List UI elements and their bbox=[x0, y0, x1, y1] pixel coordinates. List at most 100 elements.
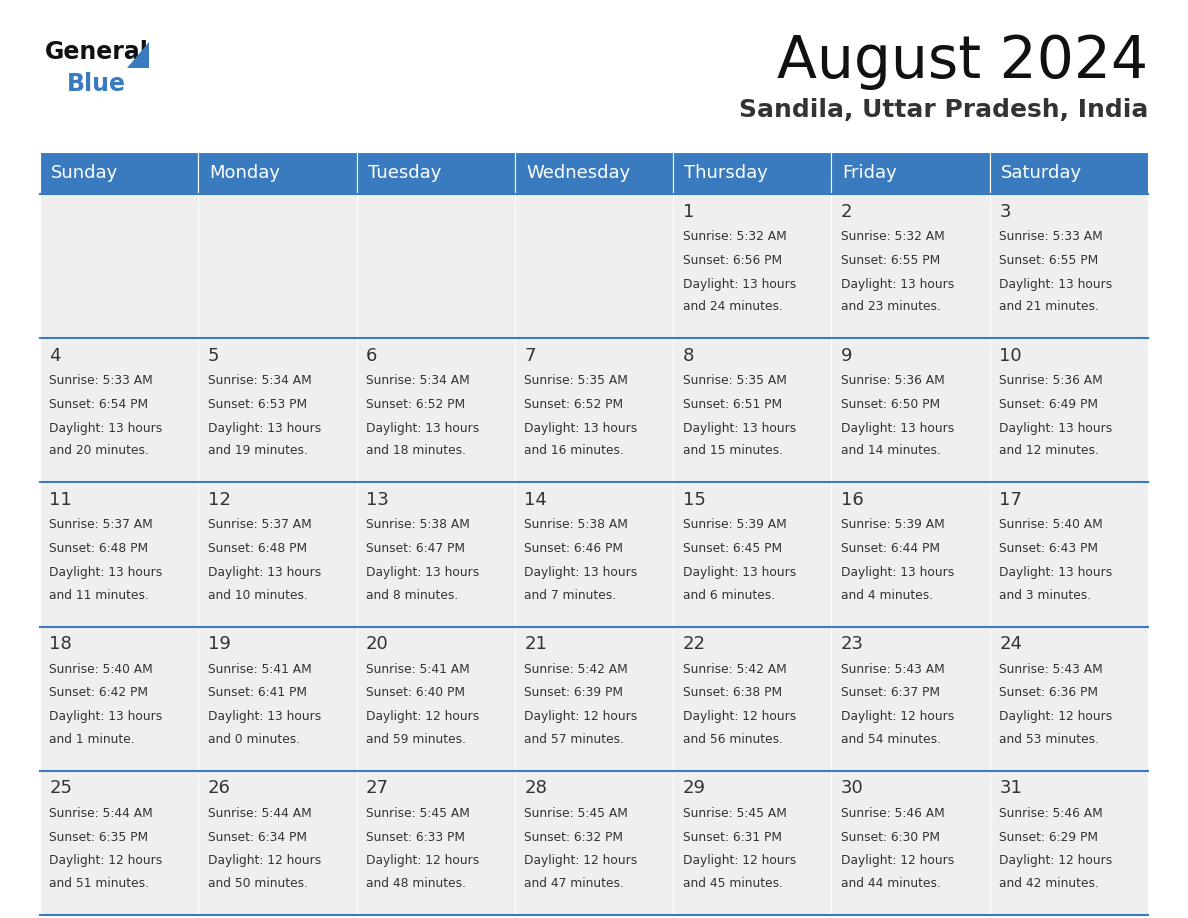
Bar bbox=[356, 482, 514, 627]
Text: Daylight: 13 hours: Daylight: 13 hours bbox=[683, 566, 796, 579]
Text: Daylight: 12 hours: Daylight: 12 hours bbox=[208, 855, 321, 868]
Text: 30: 30 bbox=[841, 779, 864, 798]
Text: Sunrise: 5:33 AM: Sunrise: 5:33 AM bbox=[50, 375, 153, 387]
Text: Sunset: 6:48 PM: Sunset: 6:48 PM bbox=[50, 543, 148, 555]
Text: Sunset: 6:55 PM: Sunset: 6:55 PM bbox=[999, 253, 1099, 267]
Text: and 0 minutes.: and 0 minutes. bbox=[208, 733, 299, 745]
Text: and 10 minutes.: and 10 minutes. bbox=[208, 588, 308, 601]
Text: Sunrise: 5:45 AM: Sunrise: 5:45 AM bbox=[683, 807, 786, 820]
Bar bbox=[832, 338, 990, 482]
Text: Sunrise: 5:32 AM: Sunrise: 5:32 AM bbox=[683, 230, 786, 243]
Text: 21: 21 bbox=[524, 635, 548, 654]
Bar bbox=[356, 152, 514, 194]
Text: and 11 minutes.: and 11 minutes. bbox=[50, 588, 150, 601]
Text: Sunset: 6:50 PM: Sunset: 6:50 PM bbox=[841, 398, 940, 411]
Text: Sunset: 6:52 PM: Sunset: 6:52 PM bbox=[366, 398, 466, 411]
Bar bbox=[674, 152, 832, 194]
Text: Daylight: 13 hours: Daylight: 13 hours bbox=[999, 421, 1112, 435]
Text: Sunset: 6:49 PM: Sunset: 6:49 PM bbox=[999, 398, 1098, 411]
Bar bbox=[198, 627, 356, 771]
Text: 6: 6 bbox=[366, 347, 378, 364]
Polygon shape bbox=[127, 42, 148, 68]
Text: Daylight: 13 hours: Daylight: 13 hours bbox=[841, 421, 954, 435]
Text: Sunset: 6:52 PM: Sunset: 6:52 PM bbox=[524, 398, 624, 411]
Text: Sunset: 6:39 PM: Sunset: 6:39 PM bbox=[524, 687, 624, 700]
Text: 26: 26 bbox=[208, 779, 230, 798]
Text: Daylight: 13 hours: Daylight: 13 hours bbox=[50, 566, 163, 579]
Text: and 54 minutes.: and 54 minutes. bbox=[841, 733, 941, 745]
Bar bbox=[356, 194, 514, 338]
Text: Sunday: Sunday bbox=[51, 164, 119, 182]
Text: 4: 4 bbox=[50, 347, 61, 364]
Text: Daylight: 12 hours: Daylight: 12 hours bbox=[999, 711, 1112, 723]
Text: Sunrise: 5:45 AM: Sunrise: 5:45 AM bbox=[524, 807, 628, 820]
Text: Sunset: 6:43 PM: Sunset: 6:43 PM bbox=[999, 543, 1098, 555]
Text: Sunrise: 5:36 AM: Sunrise: 5:36 AM bbox=[999, 375, 1102, 387]
Text: 12: 12 bbox=[208, 491, 230, 509]
Text: Daylight: 13 hours: Daylight: 13 hours bbox=[841, 566, 954, 579]
Bar bbox=[40, 338, 198, 482]
Text: Sunrise: 5:37 AM: Sunrise: 5:37 AM bbox=[208, 519, 311, 532]
Text: 25: 25 bbox=[50, 779, 72, 798]
Text: and 14 minutes.: and 14 minutes. bbox=[841, 444, 941, 457]
Text: and 56 minutes.: and 56 minutes. bbox=[683, 733, 783, 745]
Text: Sunrise: 5:39 AM: Sunrise: 5:39 AM bbox=[841, 519, 944, 532]
Text: Daylight: 13 hours: Daylight: 13 hours bbox=[50, 711, 163, 723]
Text: Friday: Friday bbox=[842, 164, 897, 182]
Bar bbox=[356, 771, 514, 915]
Text: Sandila, Uttar Pradesh, India: Sandila, Uttar Pradesh, India bbox=[739, 98, 1148, 122]
Text: and 45 minutes.: and 45 minutes. bbox=[683, 877, 783, 890]
Text: Daylight: 13 hours: Daylight: 13 hours bbox=[683, 421, 796, 435]
Text: Daylight: 13 hours: Daylight: 13 hours bbox=[524, 566, 638, 579]
Text: and 7 minutes.: and 7 minutes. bbox=[524, 588, 617, 601]
Bar bbox=[514, 152, 674, 194]
Text: 15: 15 bbox=[683, 491, 706, 509]
Text: 1: 1 bbox=[683, 203, 694, 220]
Bar bbox=[40, 152, 198, 194]
Text: Sunset: 6:29 PM: Sunset: 6:29 PM bbox=[999, 831, 1098, 844]
Text: 9: 9 bbox=[841, 347, 853, 364]
Text: 29: 29 bbox=[683, 779, 706, 798]
Text: Sunrise: 5:34 AM: Sunrise: 5:34 AM bbox=[366, 375, 469, 387]
Text: Sunset: 6:36 PM: Sunset: 6:36 PM bbox=[999, 687, 1098, 700]
Text: Sunset: 6:35 PM: Sunset: 6:35 PM bbox=[50, 831, 148, 844]
Bar bbox=[40, 771, 198, 915]
Text: and 51 minutes.: and 51 minutes. bbox=[50, 877, 150, 890]
Bar bbox=[990, 338, 1148, 482]
Text: 14: 14 bbox=[524, 491, 548, 509]
Text: Saturday: Saturday bbox=[1000, 164, 1082, 182]
Text: Sunrise: 5:43 AM: Sunrise: 5:43 AM bbox=[841, 663, 944, 676]
Text: General: General bbox=[45, 40, 148, 64]
Text: 11: 11 bbox=[50, 491, 72, 509]
Text: Sunset: 6:37 PM: Sunset: 6:37 PM bbox=[841, 687, 940, 700]
Bar bbox=[514, 771, 674, 915]
Text: Daylight: 12 hours: Daylight: 12 hours bbox=[524, 855, 638, 868]
Text: and 6 minutes.: and 6 minutes. bbox=[683, 588, 775, 601]
Text: Sunset: 6:48 PM: Sunset: 6:48 PM bbox=[208, 543, 307, 555]
Text: Daylight: 12 hours: Daylight: 12 hours bbox=[683, 711, 796, 723]
Text: 19: 19 bbox=[208, 635, 230, 654]
Text: and 16 minutes.: and 16 minutes. bbox=[524, 444, 624, 457]
Text: and 59 minutes.: and 59 minutes. bbox=[366, 733, 466, 745]
Bar bbox=[514, 627, 674, 771]
Text: 16: 16 bbox=[841, 491, 864, 509]
Text: and 21 minutes.: and 21 minutes. bbox=[999, 300, 1099, 313]
Text: and 48 minutes.: and 48 minutes. bbox=[366, 877, 466, 890]
Text: Daylight: 13 hours: Daylight: 13 hours bbox=[208, 566, 321, 579]
Text: Sunset: 6:30 PM: Sunset: 6:30 PM bbox=[841, 831, 940, 844]
Text: Sunrise: 5:40 AM: Sunrise: 5:40 AM bbox=[999, 519, 1102, 532]
Text: 5: 5 bbox=[208, 347, 220, 364]
Text: Daylight: 12 hours: Daylight: 12 hours bbox=[366, 855, 479, 868]
Text: and 19 minutes.: and 19 minutes. bbox=[208, 444, 308, 457]
Text: Sunrise: 5:44 AM: Sunrise: 5:44 AM bbox=[208, 807, 311, 820]
Text: Sunset: 6:47 PM: Sunset: 6:47 PM bbox=[366, 543, 465, 555]
Text: Sunset: 6:51 PM: Sunset: 6:51 PM bbox=[683, 398, 782, 411]
Text: Thursday: Thursday bbox=[684, 164, 769, 182]
Text: and 4 minutes.: and 4 minutes. bbox=[841, 588, 933, 601]
Text: Sunrise: 5:42 AM: Sunrise: 5:42 AM bbox=[524, 663, 628, 676]
Bar bbox=[198, 194, 356, 338]
Text: 8: 8 bbox=[683, 347, 694, 364]
Text: Daylight: 13 hours: Daylight: 13 hours bbox=[366, 566, 479, 579]
Bar bbox=[674, 627, 832, 771]
Text: Daylight: 13 hours: Daylight: 13 hours bbox=[841, 277, 954, 291]
